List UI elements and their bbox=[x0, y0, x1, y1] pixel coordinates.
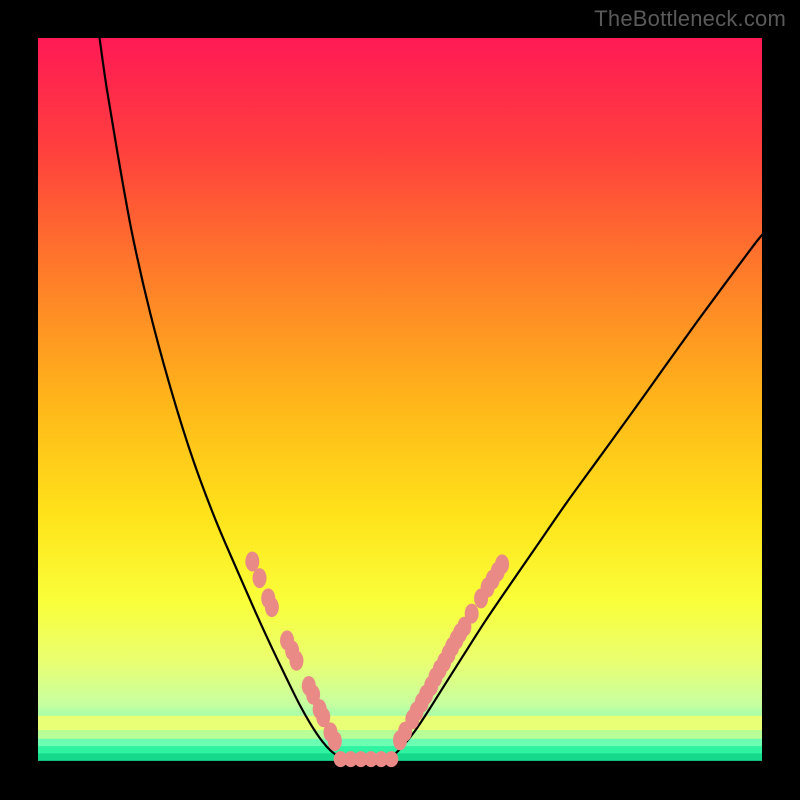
chart-container: TheBottleneck.com bbox=[0, 0, 800, 800]
dot-left bbox=[289, 651, 303, 671]
dot-left bbox=[265, 597, 279, 617]
plot-gradient bbox=[38, 38, 762, 762]
dot-left bbox=[245, 551, 259, 571]
watermark: TheBottleneck.com bbox=[594, 6, 786, 32]
dot-right bbox=[495, 554, 509, 574]
chart-svg bbox=[0, 0, 800, 800]
dot-bottom bbox=[384, 751, 398, 767]
dot-left bbox=[328, 731, 342, 751]
plot-band bbox=[38, 753, 762, 762]
dot-right bbox=[465, 604, 479, 624]
dot-left bbox=[253, 568, 267, 588]
